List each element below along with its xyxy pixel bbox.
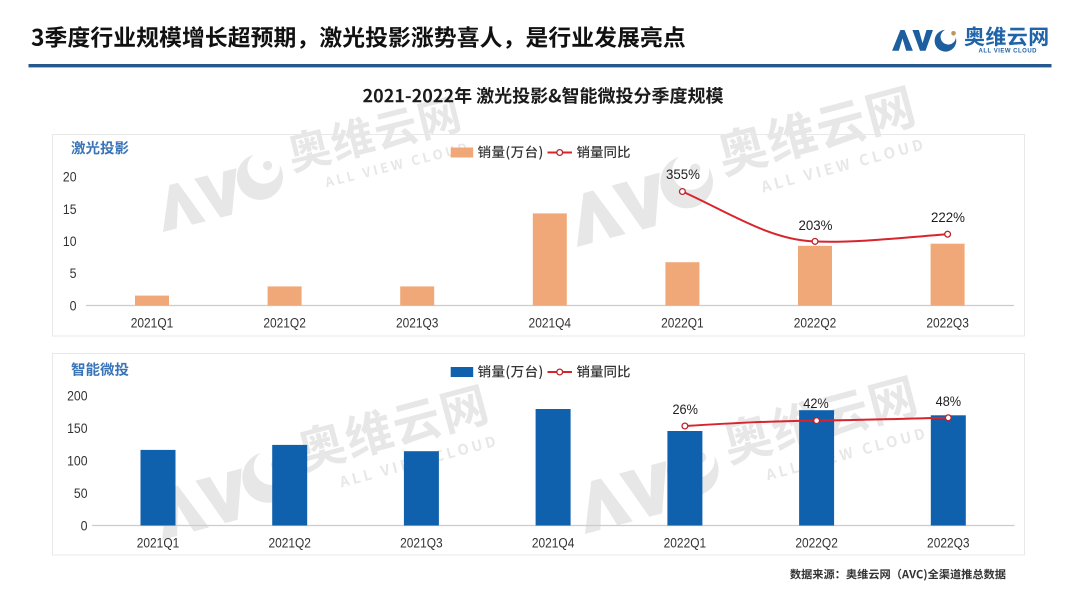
svg-text:2021Q1: 2021Q1 (131, 316, 174, 331)
svg-text:2021Q4: 2021Q4 (529, 316, 572, 331)
svg-text:2022Q2: 2022Q2 (794, 316, 837, 331)
svg-text:26%: 26% (672, 401, 698, 417)
svg-text:15: 15 (63, 201, 77, 217)
svg-text:2021Q2: 2021Q2 (263, 316, 306, 331)
svg-text:10: 10 (63, 233, 77, 249)
svg-text:2021Q2: 2021Q2 (268, 536, 311, 551)
svg-text:ALL VIEW CLOUD: ALL VIEW CLOUD (979, 49, 1038, 55)
svg-text:2021Q3: 2021Q3 (396, 316, 439, 331)
svg-text:42%: 42% (803, 395, 829, 411)
svg-text:2022Q3: 2022Q3 (927, 536, 970, 551)
svg-text:0: 0 (81, 517, 88, 533)
svg-text:2022Q1: 2022Q1 (661, 316, 704, 331)
svg-text:2021Q4: 2021Q4 (532, 536, 575, 551)
svg-text:48%: 48% (936, 393, 962, 409)
svg-text:100: 100 (67, 452, 88, 468)
svg-text:2022Q3: 2022Q3 (926, 316, 969, 331)
svg-text:222%: 222% (931, 209, 965, 225)
svg-text:2021Q3: 2021Q3 (400, 536, 443, 551)
svg-text:0: 0 (70, 297, 77, 313)
svg-text:200: 200 (67, 387, 88, 403)
svg-text:20: 20 (63, 169, 77, 185)
svg-text:2022Q1: 2022Q1 (664, 536, 707, 551)
svg-text:5: 5 (70, 265, 77, 281)
svg-text:2022Q2: 2022Q2 (795, 536, 838, 551)
svg-text:203%: 203% (799, 217, 833, 233)
svg-text:150: 150 (67, 420, 88, 436)
svg-text:355%: 355% (666, 166, 700, 182)
svg-text:50: 50 (74, 485, 88, 501)
svg-text:2021Q1: 2021Q1 (137, 536, 180, 551)
